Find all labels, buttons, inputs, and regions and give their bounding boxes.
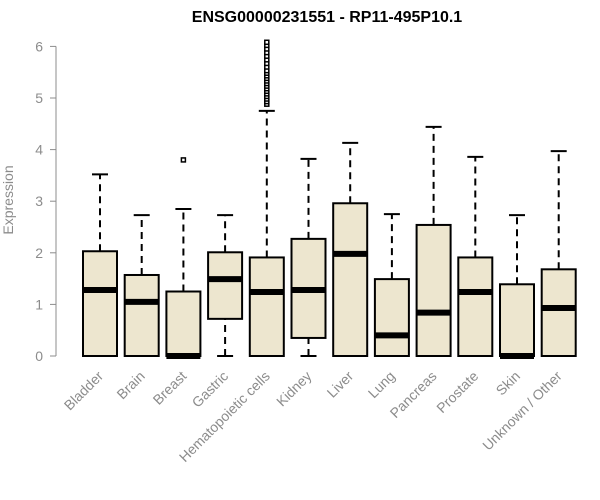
box-brain <box>123 214 160 358</box>
x-tick-label: Lung <box>365 368 398 401</box>
box-liver <box>332 141 369 357</box>
y-axis: 0 1 2 3 4 5 6 <box>35 38 57 364</box>
iqr-box <box>82 250 118 357</box>
y-tick-label: 6 <box>35 38 43 54</box>
y-axis-label: Expression <box>0 165 16 234</box>
x-tick-label: Brain <box>113 368 147 402</box>
x-tick-label: Breast <box>150 368 190 408</box>
outlier-point <box>264 39 270 46</box>
iqr-box <box>332 202 369 357</box>
y-tick-label: 3 <box>35 193 43 209</box>
iqr-box <box>457 256 494 357</box>
x-tick-label: Skin <box>493 368 524 399</box>
box-gastric <box>207 214 244 357</box>
box-skin <box>499 214 535 359</box>
iqr-box <box>207 251 244 320</box>
x-tick-label: Unknown / Other <box>479 368 565 454</box>
box-breast <box>165 157 202 359</box>
box-lung <box>373 213 410 357</box>
y-tick-label: 0 <box>35 348 43 364</box>
iqr-box <box>248 256 285 357</box>
box-kidney <box>290 157 327 357</box>
outlier-point <box>180 157 187 163</box>
box-prostate <box>457 155 494 357</box>
x-tick-label: Liver <box>324 368 357 401</box>
x-tick-label: Kidney <box>273 368 315 410</box>
x-tick-label: Bladder <box>61 368 107 414</box>
iqr-box <box>540 268 577 358</box>
iqr-box <box>415 223 452 357</box>
iqr-box <box>123 273 160 358</box>
y-tick-label: 2 <box>35 245 43 261</box>
plot-area <box>82 39 577 359</box>
y-tick-label: 4 <box>35 142 43 158</box>
box-bladder <box>82 173 118 357</box>
chart-title: ENSG00000231551 - RP11-495P10.1 <box>192 9 463 26</box>
y-tick-label: 1 <box>35 296 43 312</box>
box-pancreas <box>415 125 452 357</box>
iqr-box <box>165 290 202 357</box>
box-unknown-other <box>540 150 577 358</box>
x-tick-label: Prostate <box>433 368 481 416</box>
y-tick-label: 5 <box>35 90 43 106</box>
box-hematopoietic-cells <box>248 39 285 357</box>
iqr-box <box>499 283 535 357</box>
iqr-box <box>373 278 410 357</box>
